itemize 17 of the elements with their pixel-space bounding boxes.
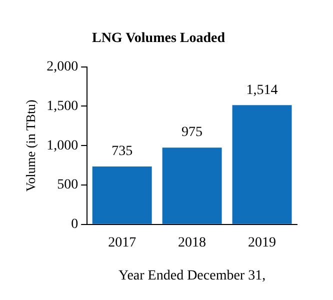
y-axis-title: Volume (in TBtu) [23, 100, 38, 192]
bar [232, 105, 292, 224]
x-tick-label: 2018 [178, 235, 206, 250]
data-label: 975 [182, 125, 203, 140]
bar [92, 166, 152, 224]
x-axis-title: Year Ended December 31, [118, 268, 266, 284]
bar [162, 148, 222, 224]
y-tick-label: 0 [71, 217, 78, 232]
x-tick-label: 2017 [108, 235, 136, 250]
y-tick-label: 500 [57, 178, 78, 193]
data-label: 1,514 [246, 82, 278, 98]
chart-title: LNG Volumes Loaded [92, 31, 226, 46]
data-label: 735 [112, 144, 133, 160]
y-tick-label: 1,000 [46, 138, 78, 154]
y-tick-label: 1,500 [46, 98, 78, 114]
y-tick-label: 2,000 [46, 59, 78, 74]
x-tick-label: 2019 [248, 235, 276, 250]
